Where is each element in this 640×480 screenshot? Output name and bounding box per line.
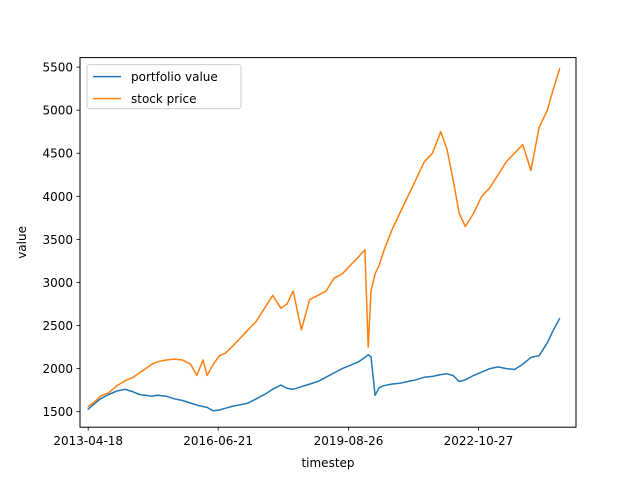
y-tick-label: 5500 xyxy=(42,61,73,75)
x-axis-ticks: 2013-04-18 2016-06-21 2019-08-26 2022-10-27 xyxy=(53,427,513,448)
y-tick-label: 5000 xyxy=(42,104,73,118)
legend-label-portfolio-value: portfolio value xyxy=(131,70,218,84)
legend: portfolio value stock price xyxy=(86,64,242,110)
legend-frame xyxy=(86,64,242,110)
y-tick-label: 3000 xyxy=(42,276,73,290)
x-tick-label: 2019-08-26 xyxy=(314,434,384,448)
plot-area-frame xyxy=(79,57,577,428)
x-axis-label: timestep xyxy=(301,456,354,470)
y-tick-label: 1500 xyxy=(42,405,73,419)
x-tick-label: 2022-10-27 xyxy=(444,434,514,448)
portfolio-value-line xyxy=(87,317,561,412)
y-tick-label: 2000 xyxy=(42,362,73,376)
y-tick-label: 4500 xyxy=(42,147,73,161)
y-axis-label: value xyxy=(15,226,29,259)
y-tick-label: 4000 xyxy=(42,190,73,204)
y-axis-ticks: 1500 2000 2500 3000 3500 4000 4500 5000 5500 xyxy=(42,61,80,419)
series-layer xyxy=(87,68,561,412)
y-tick-label: 3500 xyxy=(42,233,73,247)
legend-label-stock-price: stock price xyxy=(131,92,197,106)
x-tick-label: 2016-06-21 xyxy=(183,434,253,448)
y-tick-label: 2500 xyxy=(42,319,73,333)
x-tick-label: 2013-04-18 xyxy=(53,434,123,448)
stock-price-line xyxy=(87,68,561,408)
